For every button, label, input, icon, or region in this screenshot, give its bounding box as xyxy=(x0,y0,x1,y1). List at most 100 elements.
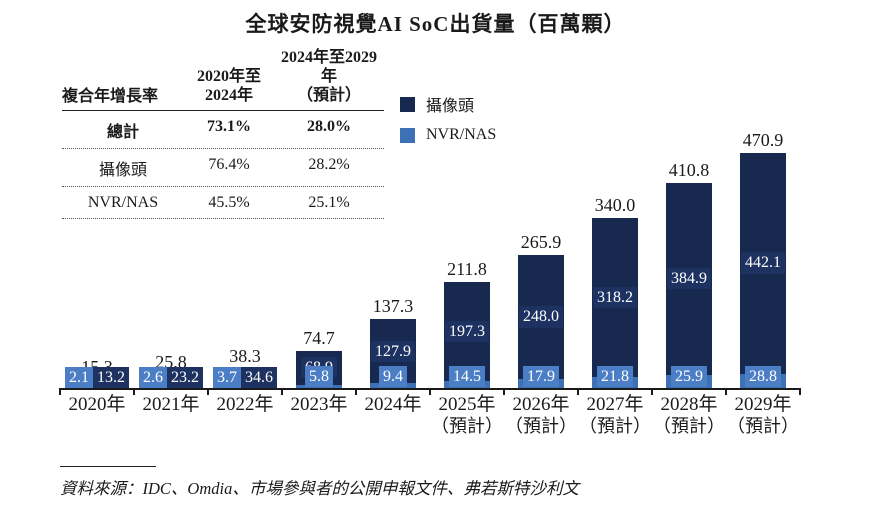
bar-column: 470.9 442.1 28.8 xyxy=(726,130,800,388)
bar-column: 137.3 127.9 9.4 xyxy=(356,296,430,388)
legend-label: 攝像頭 xyxy=(426,98,475,115)
bar-column: 410.8 384.9 25.9 xyxy=(652,160,726,388)
nvr-nas-value-label: 28.8 xyxy=(745,365,781,387)
tick-mark xyxy=(725,388,727,395)
tick-mark xyxy=(651,388,653,395)
cagr-value: 76.4% xyxy=(208,155,250,173)
tick-mark xyxy=(59,388,61,395)
cagr-value: 25.1% xyxy=(308,193,350,211)
x-axis-label: 2025年 （預計） xyxy=(430,394,504,438)
bar-total-label: 38.3 xyxy=(229,345,261,366)
stacked-bar-chart: 15.32.113.225.82.623.2 38.33.734.674.768.… xyxy=(59,124,801,438)
nvr-nas-value-label: 14.5 xyxy=(449,365,485,387)
bar: 248.0 17.9 xyxy=(518,255,564,388)
camera-value-label: 23.2 xyxy=(167,366,203,388)
camera-value-label: 384.9 xyxy=(667,268,711,290)
nvr-nas-value-label: 9.4 xyxy=(379,365,407,387)
camera-value-label: 442.1 xyxy=(741,252,785,274)
bar-segment-camera: 318.2 xyxy=(592,218,638,378)
nvr-nas-value-label: 21.8 xyxy=(597,365,633,387)
cagr-value: 45.5% xyxy=(208,193,250,211)
camera-value-label: 34.6 xyxy=(241,366,277,388)
cagr-header-2020-2024: 2020年至 2024年 xyxy=(196,68,261,105)
x-axis-label: 2029年 （預計） xyxy=(726,394,800,438)
bar-column: 15.32.113.2 xyxy=(60,357,134,388)
bar: 197.3 14.5 xyxy=(444,282,490,388)
bar-total-label: 74.7 xyxy=(303,327,335,348)
row-label: 總計 xyxy=(106,123,139,141)
nvr-nas-value-label: 17.9 xyxy=(523,365,559,387)
x-axis-label: 2026年 （預計） xyxy=(504,394,578,438)
x-axis-label: 2022年 xyxy=(208,394,282,438)
nvr-nas-value-label: 2.6 xyxy=(139,366,167,388)
x-axis-label: 2027年 （預計） xyxy=(578,394,652,438)
bar-total-label: 470.9 xyxy=(742,129,784,150)
bar: 384.9 25.9 xyxy=(666,182,712,388)
bar: 318.2 21.8 xyxy=(592,218,638,388)
cagr-value: 28.0% xyxy=(307,117,351,135)
bar-column: 265.9 248.0 17.9 xyxy=(504,232,578,388)
nvr-nas-value-label: 3.7 xyxy=(213,366,241,388)
bar-segment-camera: 248.0 xyxy=(518,255,564,380)
x-axis-label-year: 2022年 xyxy=(216,394,274,415)
cagr-header-metric: 複合年增長率 xyxy=(62,87,159,105)
bar-value-labels: 3.7 34.6 xyxy=(213,366,277,388)
cagr-value: 28.2% xyxy=(308,155,350,173)
source-text: 資料來源：IDC、Omdia、市場參與者的公開申報文件、弗若斯特沙利文 xyxy=(60,479,579,498)
cagr-row-total: 總計 73.1% 28.0% xyxy=(62,111,384,149)
bar-total-label: 137.3 xyxy=(372,296,414,317)
source-rule xyxy=(60,466,156,467)
legend-item-camera: 攝像頭 xyxy=(400,92,496,116)
tick-mark xyxy=(503,388,505,395)
x-axis-labels: 2020年 2021年 2022年 2023年 2024年 2025年 （預計） 2026年（… xyxy=(60,394,800,438)
tick-mark xyxy=(281,388,283,395)
x-axis-label: 2023年 xyxy=(282,394,356,438)
legend: 攝像頭 NVR/NAS xyxy=(400,92,496,144)
tick-mark xyxy=(429,388,431,395)
camera-value-label: 318.2 xyxy=(593,286,637,309)
x-axis-label-year: 2028年 xyxy=(660,394,718,415)
x-axis-label-forecast: （預計） xyxy=(579,416,651,437)
cagr-row-camera: 攝像頭 76.4% 28.2% xyxy=(62,149,384,187)
x-axis-label-forecast: （預計） xyxy=(653,416,725,437)
bar-segment-camera: 442.1 xyxy=(740,152,786,374)
nvr-nas-value-label: 5.8 xyxy=(305,365,333,387)
tick-mark xyxy=(133,388,135,395)
tick-mark xyxy=(799,388,801,395)
bar-total-label: 265.9 xyxy=(520,232,562,253)
x-axis-label: 2021年 xyxy=(134,394,208,438)
cagr-table-header: 複合年增長率 2020年至 2024年 2024年至2029年 （預計） xyxy=(62,48,384,111)
nvr-nas-value-label: 25.9 xyxy=(671,365,707,387)
tick-mark xyxy=(207,388,209,395)
nvr-nas-value-label: 2.1 xyxy=(65,366,93,388)
camera-value-label: 13.2 xyxy=(93,366,129,388)
row-label: 攝像頭 xyxy=(98,161,147,179)
cagr-value: 73.1% xyxy=(207,117,251,135)
cagr-row-nvr-nas: NVR/NAS 45.5% 25.1% xyxy=(62,187,384,219)
cagr-table: 複合年增長率 2020年至 2024年 2024年至2029年 （預計） 總計 … xyxy=(62,48,384,219)
bar-total-label: 410.8 xyxy=(668,159,710,180)
x-axis-label-forecast: （預計） xyxy=(431,416,503,437)
camera-value-label: 127.9 xyxy=(371,340,415,362)
page-title: 全球安防視覺AI SoC出貨量（百萬顆） xyxy=(245,12,626,36)
bar-column: 340.0 318.2 21.8 xyxy=(578,195,652,388)
x-axis-label-year: 2026年 xyxy=(512,394,570,415)
legend-item-nvr-nas: NVR/NAS xyxy=(400,126,496,144)
x-axis-label-year: 2023年 xyxy=(290,394,348,415)
source-note: 資料來源：IDC、Omdia、市場參與者的公開申報文件、弗若斯特沙利文 xyxy=(60,466,579,499)
x-axis-label-year: 2027年 xyxy=(586,394,644,415)
plot-area: 15.32.113.225.82.623.2 38.33.734.674.768.… xyxy=(59,124,801,395)
x-axis-label-year: 2024年 xyxy=(364,394,422,415)
nvr-nas-series-swatch-icon xyxy=(400,127,415,143)
row-label: NVR/NAS xyxy=(87,193,159,211)
x-axis-label-forecast: （預計） xyxy=(505,416,577,437)
x-axis-label-forecast: （預計） xyxy=(727,416,799,437)
camera-value-label: 248.0 xyxy=(519,306,563,328)
bar-segment-camera: 197.3 xyxy=(444,282,490,381)
bar-column: 74.768.95.8 xyxy=(282,328,356,388)
x-axis-label-year: 2025年 xyxy=(438,394,496,415)
tick-mark xyxy=(355,388,357,395)
bar-column: 25.8 2.6 23.2 xyxy=(134,352,208,388)
camera-value-label: 197.3 xyxy=(445,320,489,343)
